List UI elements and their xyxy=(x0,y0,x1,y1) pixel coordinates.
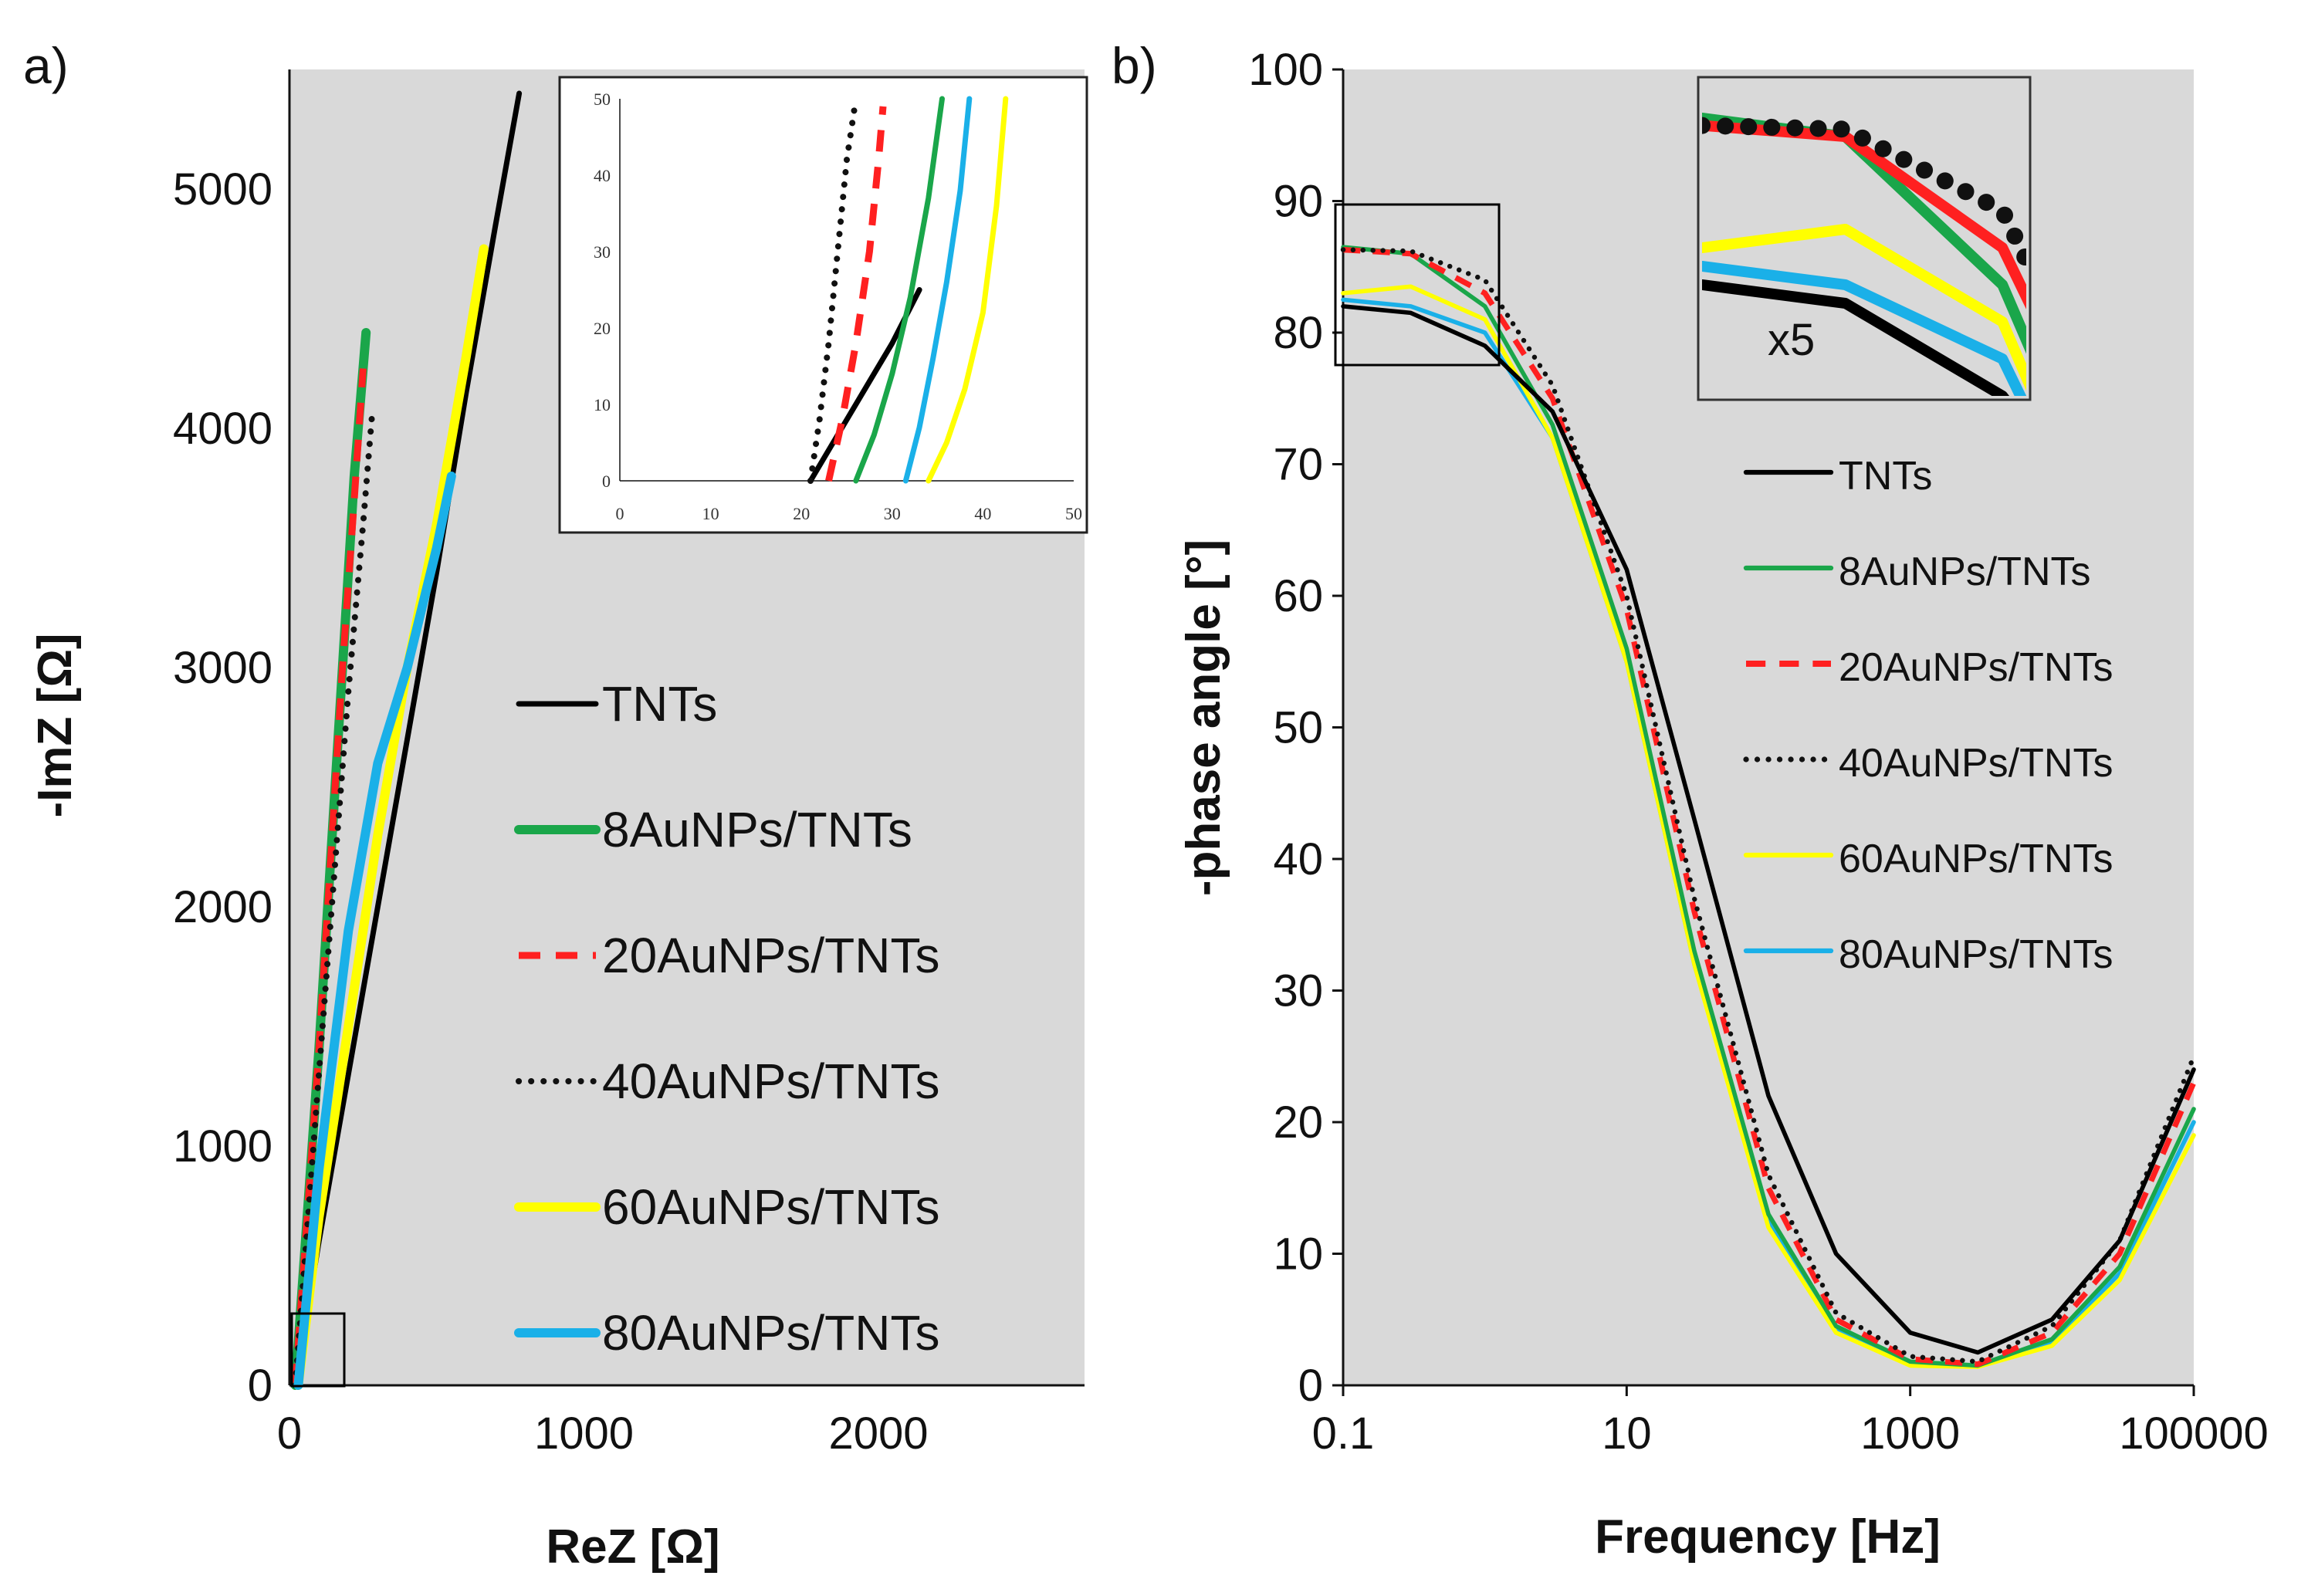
bode-series-tnts xyxy=(1341,304,2196,1355)
bode-inset-series-tnts xyxy=(1702,279,2010,396)
bode-series-40aunps-tnts xyxy=(1340,247,2197,1364)
magnification-label: x5 xyxy=(1768,315,1815,365)
inset-x-tick-0: 0 xyxy=(616,504,624,523)
nyquist-legend-label-60aunps-tnts: 60AuNPs/TNTs xyxy=(602,1179,939,1235)
bode-x-tick-3: 100000 xyxy=(2119,1408,2269,1459)
bode-legend-label-60aunps-tnts: 60AuNPs/TNTs xyxy=(1839,837,2113,881)
bode-y-ticks: 0 10 20 30 40 50 60 70 80 90 100 xyxy=(1248,45,1343,1411)
bode-y-tick-10: 100 xyxy=(1248,45,1323,95)
bode-legend: TNTs 8AuNPs/TNTs 20AuNPs/TNTs 40AuNPs/TNTs 6… xyxy=(1743,454,2113,977)
nyquist-y-tick-2: 2000 xyxy=(173,882,272,932)
nyquist-legend-label-40aunps-tnts: 40AuNPs/TNTs xyxy=(602,1053,939,1109)
nyquist-y-tick-1: 1000 xyxy=(173,1121,272,1172)
inset-series xyxy=(807,96,1009,484)
bode-x-tick-0: 0.1 xyxy=(1312,1408,1375,1459)
bode-chart: b) 0 10 20 30 40 50 60 70 80 90 100 0.1 10 1000 10000… xyxy=(1112,37,2269,1564)
inset-series-40aunps-tnts xyxy=(807,96,859,484)
inset-x-tick-5: 50 xyxy=(1065,504,1082,523)
inset-series-80aunps-tnts xyxy=(902,96,973,484)
bode-y-tick-2: 20 xyxy=(1273,1097,1323,1148)
bode-series-20aunps-tnts xyxy=(1342,247,2197,1368)
bode-inset-series-60aunps-tnts xyxy=(1702,224,2026,391)
nyquist-series-60aunps-tnts xyxy=(293,244,489,1390)
nyquist-y-ticks: 0 1000 2000 3000 4000 5000 xyxy=(173,164,272,1411)
bode-y-tick-1: 10 xyxy=(1273,1229,1323,1280)
inset-x-tick-2: 20 xyxy=(793,504,810,523)
bode-y-tick-0: 0 xyxy=(1298,1361,1323,1411)
nyquist-series xyxy=(290,90,523,1390)
bode-legend-label-8aunps-tnts: 8AuNPs/TNTs xyxy=(1839,549,2091,594)
bode-legend-label-80aunps-tnts: 80AuNPs/TNTs xyxy=(1839,932,2113,977)
bode-y-tick-8: 80 xyxy=(1273,308,1323,358)
inset-y-tick-2: 20 xyxy=(594,319,611,338)
bode-series-60aunps-tnts xyxy=(1341,284,2196,1369)
bode-y-tick-6: 60 xyxy=(1273,571,1323,621)
nyquist-y-tick-4: 4000 xyxy=(173,404,272,454)
bode-legend-label-20aunps-tnts: 20AuNPs/TNTs xyxy=(1839,645,2113,690)
nyquist-series-tnts xyxy=(293,90,523,1388)
inset-y-tick-1: 10 xyxy=(594,395,611,414)
bode-x-tick-1: 10 xyxy=(1602,1408,1652,1459)
nyquist-inset: 0 10 20 30 40 50 0 10 20 30 40 50 xyxy=(558,76,1088,534)
bode-y-label: -phase angle [°] xyxy=(1177,539,1230,896)
nyquist-y-tick-3: 3000 xyxy=(173,643,272,693)
bode-y-tick-5: 50 xyxy=(1273,703,1323,753)
inset-y-tick-4: 40 xyxy=(594,166,611,185)
nyquist-legend-label-tnts: TNTs xyxy=(602,676,717,732)
bode-y-tick-7: 70 xyxy=(1273,440,1323,490)
inset-series-60aunps-tnts xyxy=(926,96,1009,484)
bode-series xyxy=(1340,245,2197,1369)
bode-inset-series-80aunps-tnts xyxy=(1702,261,2026,396)
nyquist-legend-label-20aunps-tnts: 20AuNPs/TNTs xyxy=(602,928,939,983)
bode-series-8aunps-tnts xyxy=(1341,245,2196,1368)
nyquist-x-tick-2: 2000 xyxy=(828,1408,928,1459)
bode-y-tick-9: 90 xyxy=(1273,177,1323,227)
bode-inset-series-40aunps-tnts xyxy=(1702,117,2026,279)
bode-y-tick-3: 30 xyxy=(1273,966,1323,1016)
bode-inset-curves xyxy=(1702,113,2026,396)
nyquist-x-ticks: 0 1000 2000 xyxy=(277,1408,929,1459)
nyquist-legend-label-8aunps-tnts: 8AuNPs/TNTs xyxy=(602,802,912,857)
nyquist-series-20aunps-tnts xyxy=(292,368,367,1386)
inset-x-tick-1: 10 xyxy=(702,504,719,523)
inset-y-tick-3: 30 xyxy=(594,242,611,262)
nyquist-y-tick-5: 5000 xyxy=(173,164,272,215)
inset-y-tick-5: 50 xyxy=(594,90,611,109)
nyquist-legend: TNTs 8AuNPs/TNTs 20AuNPs/TNTs 40AuNPs/TNTs 6… xyxy=(514,676,939,1361)
nyquist-legend-label-80aunps-tnts: 80AuNPs/TNTs xyxy=(602,1305,939,1361)
panel-b-label: b) xyxy=(1112,37,1157,94)
bode-x-ticks: 0.1 10 1000 100000 xyxy=(1312,1385,2269,1459)
bode-inset: x5 xyxy=(1697,76,2032,401)
nyquist-x-tick-1: 1000 xyxy=(534,1408,634,1459)
inset-x-tick-4: 40 xyxy=(974,504,991,523)
nyquist-series-80aunps-tnts xyxy=(293,472,456,1390)
inset-x-tick-3: 30 xyxy=(884,504,901,523)
inset-ticks: 0 10 20 30 40 50 0 10 20 30 40 50 xyxy=(594,90,1082,523)
nyquist-y-label: -ImZ [Ω] xyxy=(29,633,82,817)
nyquist-x-label: ReZ [Ω] xyxy=(546,1520,719,1574)
bode-x-tick-2: 1000 xyxy=(1860,1408,1960,1459)
panel-a-label: a) xyxy=(23,37,69,94)
bode-zoom-box xyxy=(1334,203,1501,367)
inset-series-20aunps-tnts xyxy=(825,106,887,482)
nyquist-x-tick-0: 0 xyxy=(277,1408,302,1459)
bode-legend-label-40aunps-tnts: 40AuNPs/TNTs xyxy=(1839,741,2113,786)
inset-y-tick-0: 0 xyxy=(602,472,611,491)
bode-legend-label-tnts: TNTs xyxy=(1839,454,1932,499)
zoom-region-box xyxy=(290,1312,346,1388)
inset-series-8aunps-tnts xyxy=(853,96,945,484)
bode-y-tick-4: 40 xyxy=(1273,834,1323,884)
bode-inset-series xyxy=(1702,113,2026,396)
nyquist-y-tick-0: 0 xyxy=(248,1361,272,1411)
bode-x-label: Frequency [Hz] xyxy=(1595,1510,1941,1564)
